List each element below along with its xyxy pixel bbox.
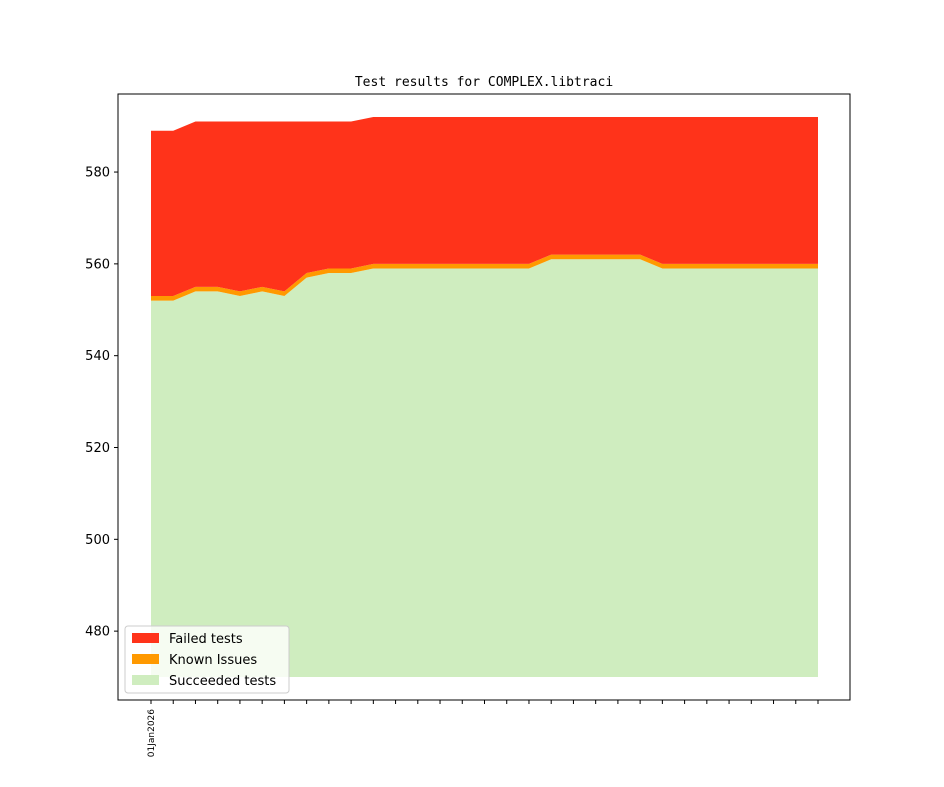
y-tick-label: 560 <box>85 257 110 272</box>
chart-title: Test results for COMPLEX.libtraci <box>355 75 613 90</box>
y-tick-label: 540 <box>85 349 110 364</box>
area-failed-tests <box>151 116 818 296</box>
y-tick-label: 480 <box>85 625 110 640</box>
legend-swatch <box>132 633 159 643</box>
legend-box <box>124 625 290 694</box>
y-tick-label: 520 <box>85 441 110 456</box>
legend-swatch <box>132 675 159 685</box>
y-axis: 480 500 520 540 560 580 <box>85 166 118 640</box>
area-succeeded-tests <box>151 259 818 678</box>
legend-label: Known Issues <box>169 653 257 668</box>
x-tick-label: 01Jan2026 <box>147 709 157 758</box>
legend-swatch <box>132 654 159 664</box>
x-axis: 01Jan2026 <box>147 700 819 758</box>
legend: Failed tests Known Issues Succeeded tests <box>124 625 290 694</box>
y-tick-label: 580 <box>85 166 110 181</box>
area-known-issues <box>151 254 818 301</box>
legend-label: Failed tests <box>169 632 243 647</box>
area-layers <box>151 116 818 678</box>
legend-label: Succeeded tests <box>169 674 276 689</box>
y-tick-label: 500 <box>85 533 110 548</box>
